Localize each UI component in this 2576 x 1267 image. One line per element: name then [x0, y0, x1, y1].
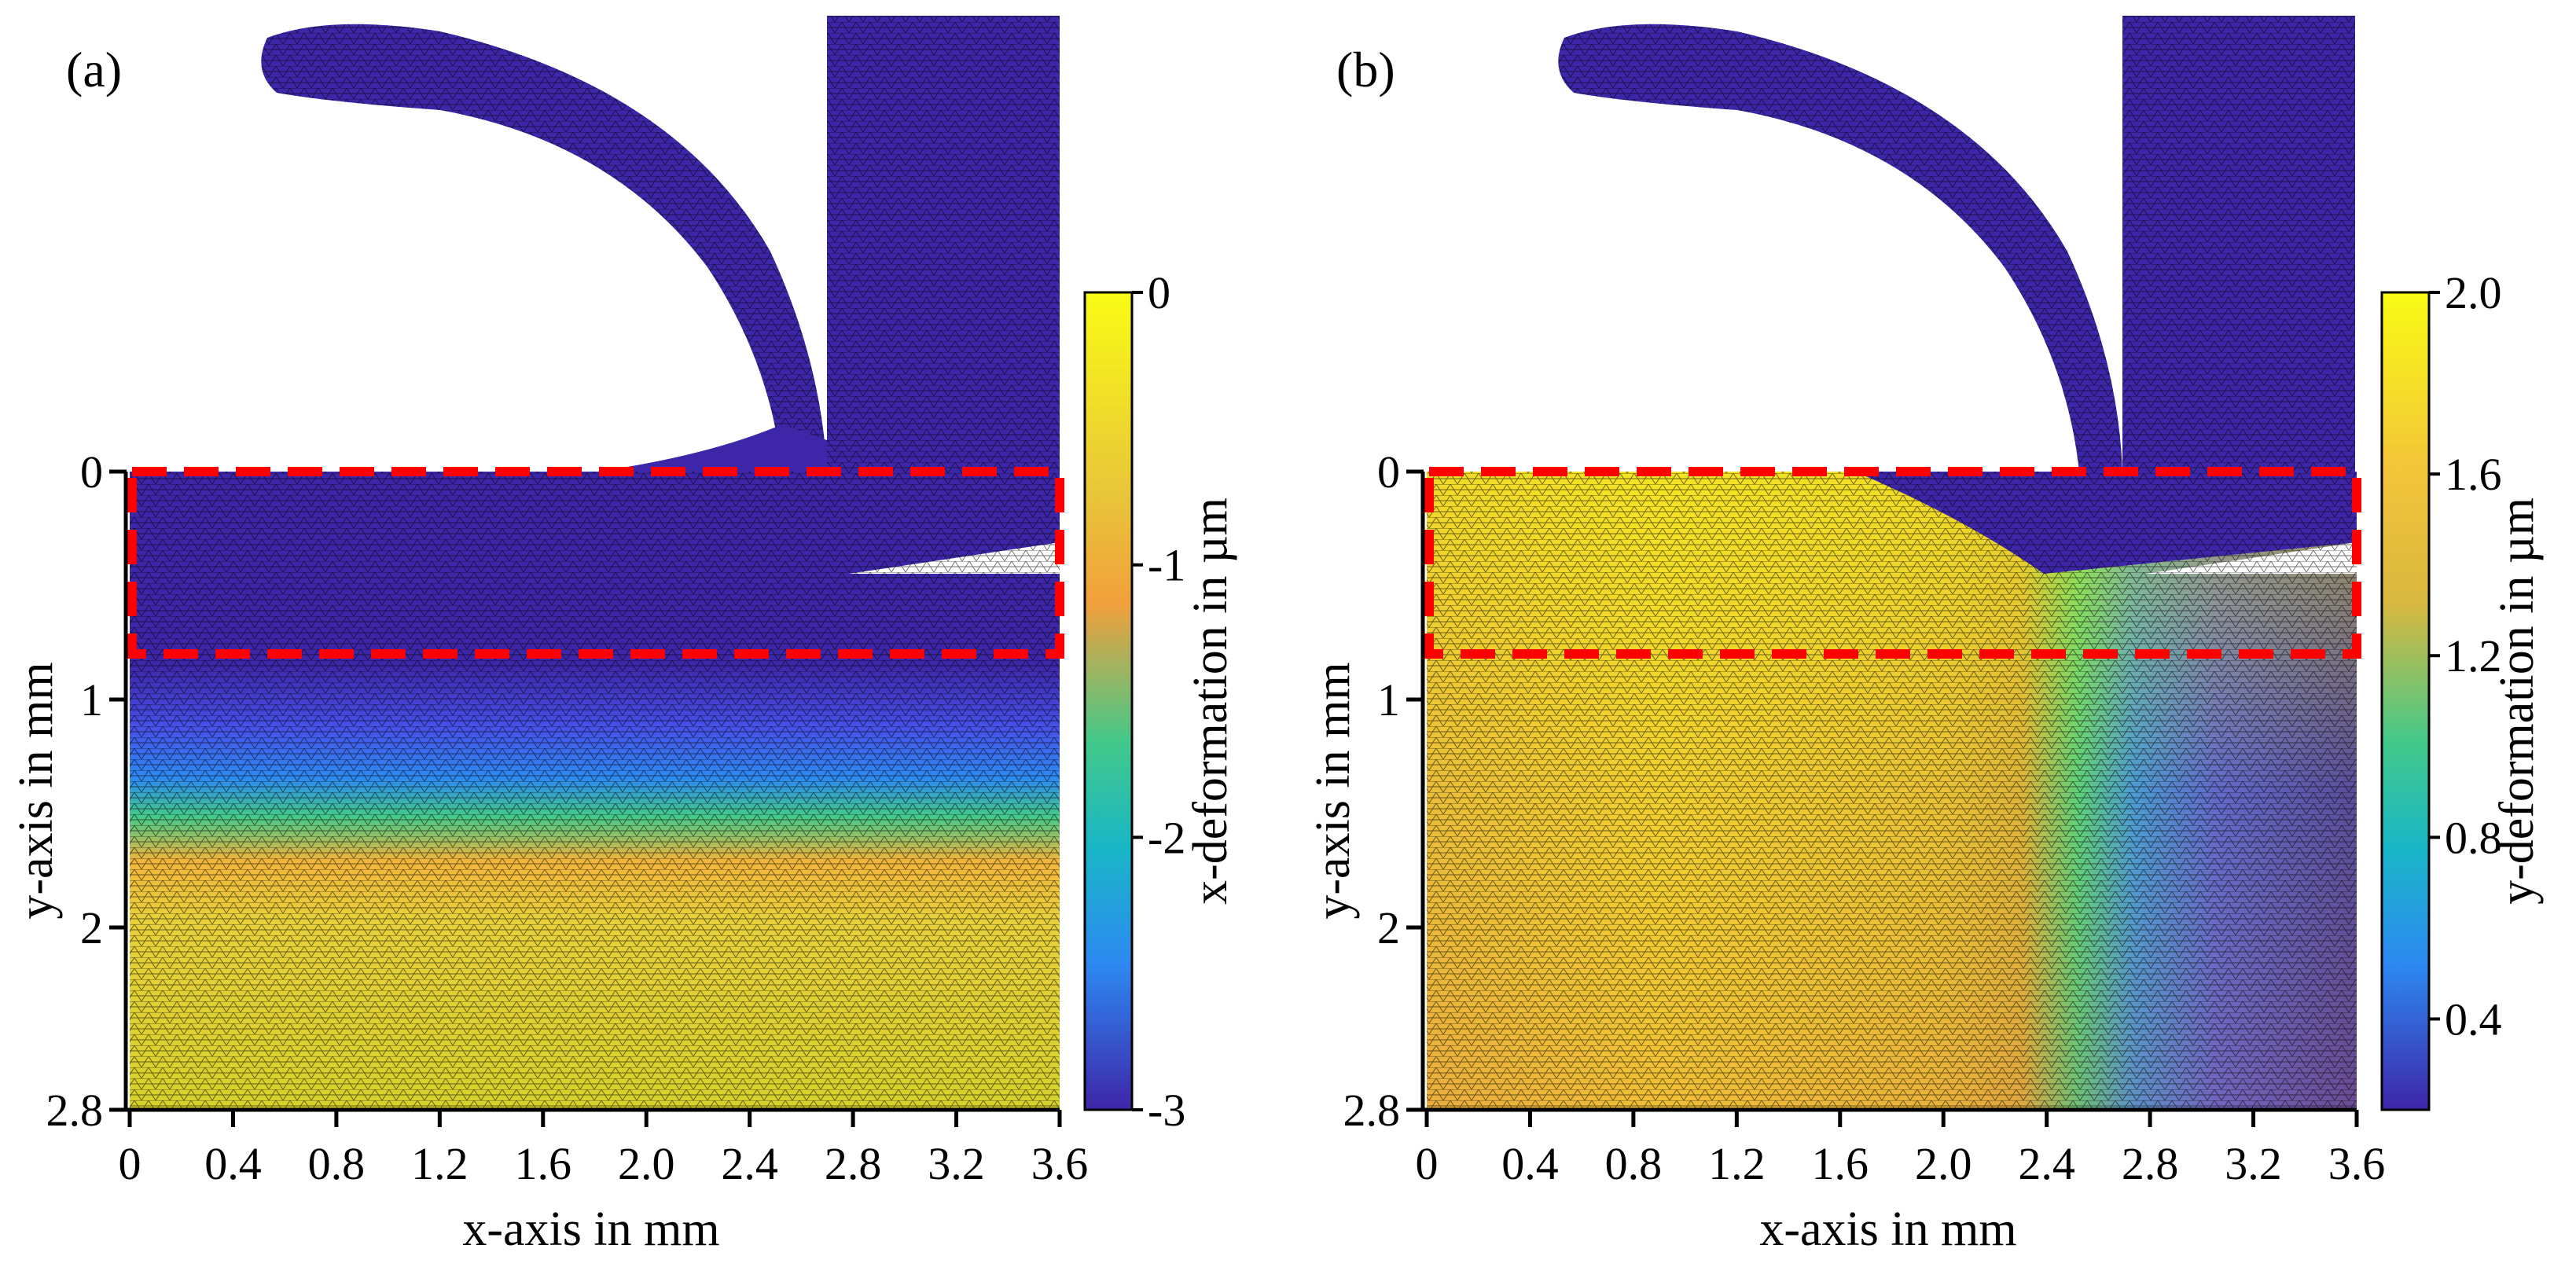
x-tick-label: 0.8: [1605, 1138, 1663, 1189]
x-tick-label: 3.6: [2328, 1138, 2386, 1189]
colorbar-tick-label: 0.8: [2445, 812, 2502, 863]
y-tick-label: 0: [1377, 446, 1400, 498]
y-tick-label: 2.8: [1343, 1085, 1401, 1136]
x-tick-label: 0: [1416, 1138, 1439, 1189]
x-tick-label: 0: [119, 1138, 141, 1189]
x-axis-label-b: x-axis in mm: [1759, 1203, 2016, 1256]
colorbar-tick-label: -2: [1148, 812, 1185, 863]
colorbar-label-b: y-deformation in µm: [2490, 498, 2544, 905]
colorbar-tick-label: 1.2: [2445, 630, 2502, 681]
panel-a: 0 0.4 0.8 1.2 1.6 2.0 2.4 2.8 3.2 3.6 0 1 2 2.8 (a) x…: [9, 16, 1237, 1256]
y-axis-label-b: y-axis in mm: [1306, 662, 1360, 919]
x-tick-label: 2.4: [721, 1138, 778, 1189]
x-tick-label: 2.4: [2018, 1138, 2075, 1189]
x-tick-label: 1.2: [1708, 1138, 1766, 1189]
y-tick-label: 1: [80, 674, 103, 725]
colorbar-tick-label: -1: [1148, 540, 1185, 591]
colorbar-tick-label: -3: [1148, 1085, 1185, 1136]
colorbar-a: [1083, 291, 1134, 1111]
x-tick-label: 0.4: [204, 1138, 262, 1189]
x-axis-label-a: x-axis in mm: [462, 1203, 719, 1256]
x-tick-label: 2.8: [825, 1138, 882, 1189]
colorbar-tick-label: 0.4: [2445, 993, 2502, 1045]
x-tick-label: 1.6: [1812, 1138, 1869, 1189]
colorbar-label-a: x-deformation in µm: [1184, 498, 1237, 905]
mesh-overlay-b: [1427, 472, 2357, 1110]
mesh-overlay-a: [130, 472, 1060, 1110]
tool-block-mesh: [827, 16, 1060, 481]
x-tick-label: 0.4: [1501, 1138, 1559, 1189]
chip-mesh-b: [1558, 24, 2122, 472]
panel-b: 0 0.4 0.8 1.2 1.6 2.0 2.4 2.8 3.2 3.6 0 1 2 2.8 (b) x…: [1306, 16, 2544, 1256]
x-tick-label: 2.0: [1915, 1138, 1972, 1189]
x-tick-label: 1.6: [515, 1138, 572, 1189]
y-tick-label: 2.8: [46, 1085, 104, 1136]
panel-label-a: (a): [66, 42, 122, 97]
chip-mesh: [261, 24, 827, 472]
colorbar-b: [2380, 291, 2431, 1111]
roi-box-a: [127, 467, 1064, 659]
y-tick-label: 1: [1377, 674, 1400, 725]
x-tick-label: 2.8: [2122, 1138, 2179, 1189]
y-axis-label-a: y-axis in mm: [9, 662, 63, 919]
x-tick-label: 1.2: [411, 1138, 469, 1189]
x-tick-label: 2.0: [618, 1138, 675, 1189]
x-tick-label: 3.2: [2225, 1138, 2282, 1189]
tool-block-mesh-b: [2122, 16, 2355, 481]
panel-label-b: (b): [1336, 42, 1395, 97]
colorbar-tick-label: 0: [1148, 267, 1170, 318]
y-tick-label: 2: [80, 902, 103, 953]
colorbar-tick-label: 1.6: [2445, 449, 2502, 500]
y-tick-label: 2: [1377, 902, 1400, 953]
roi-box-b: [1424, 467, 2361, 659]
x-tick-label: 3.6: [1031, 1138, 1089, 1189]
y-tick-label: 0: [80, 446, 103, 498]
x-tick-label: 0.8: [308, 1138, 366, 1189]
x-tick-label: 3.2: [928, 1138, 985, 1189]
colorbar-tick-label: 2.0: [2445, 267, 2502, 318]
